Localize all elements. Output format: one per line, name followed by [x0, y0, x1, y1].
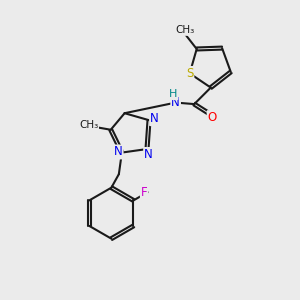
Text: N: N: [114, 146, 123, 158]
Text: N: N: [150, 112, 159, 125]
Text: S: S: [186, 67, 194, 80]
Text: CH₃: CH₃: [79, 120, 98, 130]
Text: CH₃: CH₃: [175, 25, 194, 35]
Text: N: N: [171, 96, 180, 109]
Text: H: H: [169, 89, 177, 99]
Text: O: O: [208, 111, 217, 124]
Text: F: F: [141, 186, 147, 199]
Text: N: N: [144, 148, 153, 161]
